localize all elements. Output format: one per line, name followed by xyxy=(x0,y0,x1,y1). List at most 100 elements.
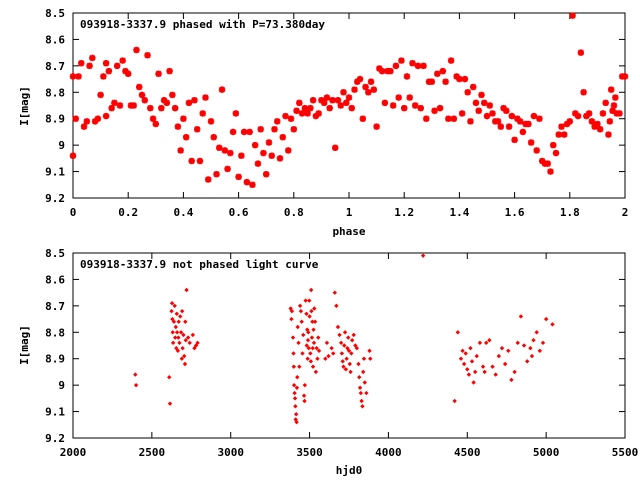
data-point xyxy=(486,102,493,109)
data-point xyxy=(182,361,188,367)
data-point xyxy=(311,327,316,332)
data-point xyxy=(292,390,297,396)
data-point xyxy=(351,332,356,338)
data-point xyxy=(308,287,314,293)
data-point xyxy=(293,404,298,409)
data-point xyxy=(621,73,629,80)
x-tick-label: 0.6 xyxy=(229,206,249,219)
y-tick-label: 8.6 xyxy=(45,273,65,286)
data-point xyxy=(360,404,365,409)
data-point xyxy=(181,353,187,359)
y-tick-label: 8.5 xyxy=(45,7,65,20)
data-point xyxy=(213,171,220,178)
data-point xyxy=(89,54,96,62)
data-point xyxy=(246,128,253,136)
x-tick-label: 0.4 xyxy=(173,206,193,219)
data-point xyxy=(558,123,565,130)
data-point xyxy=(274,118,281,125)
data-point xyxy=(594,120,601,128)
data-point xyxy=(179,308,185,314)
data-point xyxy=(326,104,333,112)
data-point xyxy=(493,372,498,377)
data-point xyxy=(307,104,314,112)
data-point xyxy=(152,120,159,128)
data-point xyxy=(403,73,411,80)
data-point xyxy=(354,345,360,351)
data-point xyxy=(465,367,470,372)
data-point xyxy=(294,419,299,425)
data-point xyxy=(173,324,179,330)
y-axis-ticks: 8.5 8.6 8.7 8.8 8.9 9 9.1 9.2 xyxy=(45,7,625,205)
data-point xyxy=(351,86,358,93)
data-point xyxy=(574,112,582,120)
data-point xyxy=(306,330,311,335)
data-point xyxy=(487,338,492,343)
data-point xyxy=(188,157,195,165)
data-point xyxy=(304,343,309,348)
data-point xyxy=(365,89,372,96)
data-point xyxy=(460,348,465,353)
data-point xyxy=(113,62,121,70)
data-point xyxy=(472,369,478,375)
data-point xyxy=(297,364,302,369)
data-point xyxy=(360,369,366,375)
data-point xyxy=(315,356,320,361)
data-point xyxy=(561,131,568,138)
data-point xyxy=(458,110,466,117)
data-point xyxy=(332,290,338,295)
data-point xyxy=(339,351,345,356)
y-axis-ticks: 8.5 8.6 8.7 8.8 8.9 9 9.1 9.2 xyxy=(45,247,625,445)
data-point xyxy=(167,375,172,380)
data-point xyxy=(287,115,295,122)
data-point xyxy=(537,348,543,353)
data-point xyxy=(172,303,177,309)
data-point xyxy=(543,316,549,322)
data-point xyxy=(392,62,400,70)
x-tick-label: 4500 xyxy=(454,446,481,459)
data-point xyxy=(472,99,480,107)
data-point xyxy=(83,118,90,125)
y-tick-label: 9 xyxy=(58,139,65,152)
data-point xyxy=(555,131,562,138)
data-point xyxy=(291,382,297,388)
y-axis-label: I[mag] xyxy=(18,325,31,365)
data-point xyxy=(306,345,311,351)
data-point xyxy=(309,97,317,104)
data-point xyxy=(608,86,615,93)
data-point xyxy=(505,123,513,130)
data-point xyxy=(569,12,576,19)
data-point xyxy=(494,118,502,125)
x-tick-label: 1.4 xyxy=(449,206,469,219)
data-point xyxy=(299,319,304,324)
data-point xyxy=(235,173,242,181)
data-point xyxy=(196,157,204,165)
data-point xyxy=(307,314,312,319)
data-point xyxy=(509,377,514,383)
data-point xyxy=(530,112,538,120)
data-point xyxy=(518,314,524,319)
data-point xyxy=(329,97,336,104)
data-point xyxy=(475,107,482,114)
data-point xyxy=(133,382,139,388)
data-point xyxy=(169,91,176,99)
data-point xyxy=(119,57,126,64)
data-point xyxy=(348,369,353,375)
data-point xyxy=(102,60,110,67)
data-point xyxy=(536,115,543,122)
data-point xyxy=(260,149,267,157)
data-point xyxy=(466,372,472,377)
data-point xyxy=(184,287,189,293)
data-point xyxy=(133,46,140,54)
data-points xyxy=(133,253,555,425)
data-point xyxy=(436,104,444,112)
data-point xyxy=(174,123,182,130)
data-point xyxy=(447,57,455,64)
data-point xyxy=(72,115,79,122)
data-point xyxy=(86,62,93,70)
data-point xyxy=(398,57,405,64)
data-point xyxy=(296,99,303,107)
x-tick-label: 2000 xyxy=(60,446,87,459)
data-point xyxy=(183,319,188,324)
y-tick-label: 8.8 xyxy=(45,326,65,339)
data-point xyxy=(469,359,475,364)
